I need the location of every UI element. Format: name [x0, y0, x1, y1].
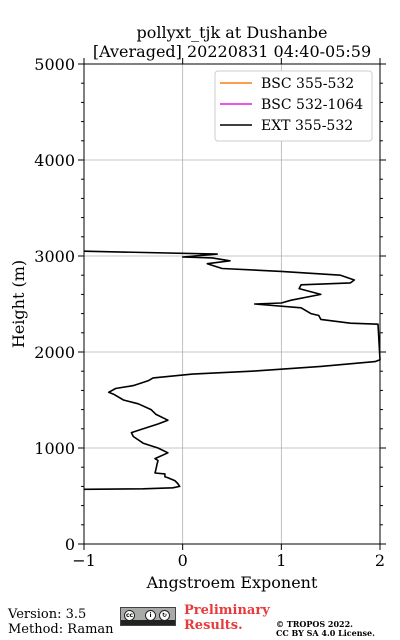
series-layer — [83, 250, 381, 491]
copyright-notice: © TROPOS 2022. CC BY SA 4.0 License. — [276, 620, 375, 638]
y-tick-label: 0 — [65, 535, 75, 554]
cc-by-sa-icon: cc i ↻ — [120, 607, 176, 626]
plot-frame — [83, 63, 381, 545]
preliminary-line-1: Preliminary — [184, 603, 270, 618]
copyright-line-1: © TROPOS 2022. — [276, 619, 353, 629]
y-axis-label: Height (m) — [9, 260, 28, 348]
legend-label-bsc-355-532: BSC 355-532 — [261, 76, 354, 92]
y-tick-label: 4000 — [34, 151, 75, 170]
y-tick-label: 3000 — [34, 247, 75, 266]
preliminary-notice: Preliminary Results. — [184, 603, 270, 633]
x-axis-label: Angstroem Exponent — [146, 573, 318, 592]
x-tick-label: 2 — [375, 551, 385, 570]
chart-title: pollyxt_tjk at Dushanbe — [136, 23, 327, 42]
x-tick-label: 1 — [276, 551, 286, 570]
y-tick-label: 1000 — [34, 439, 75, 458]
x-tick-label: −1 — [72, 551, 96, 570]
legend-label-bsc-532-1064: BSC 532-1064 — [261, 97, 363, 113]
y-tick-label: 5000 — [34, 55, 75, 74]
legend: BSC 355-532 BSC 532-1064 EXT 355-532 — [214, 70, 373, 142]
series-line-2 — [83, 250, 381, 491]
chart-subtitle: [Averaged] 20220831 04:40-05:59 — [93, 42, 371, 61]
preliminary-line-2: Results. — [184, 618, 243, 633]
y-tick-label: 2000 — [34, 343, 75, 362]
copyright-line-2: CC BY SA 4.0 License. — [276, 628, 375, 638]
version-text: Version: 3.5 — [8, 607, 87, 622]
cc-badge-bar — [121, 620, 175, 625]
x-tick-label: 0 — [178, 551, 188, 570]
version-info: Version: 3.5 Method: Raman — [8, 607, 114, 637]
method-text: Method: Raman — [8, 622, 114, 637]
legend-box — [214, 70, 373, 142]
legend-label-ext-355-532: EXT 355-532 — [261, 118, 353, 134]
